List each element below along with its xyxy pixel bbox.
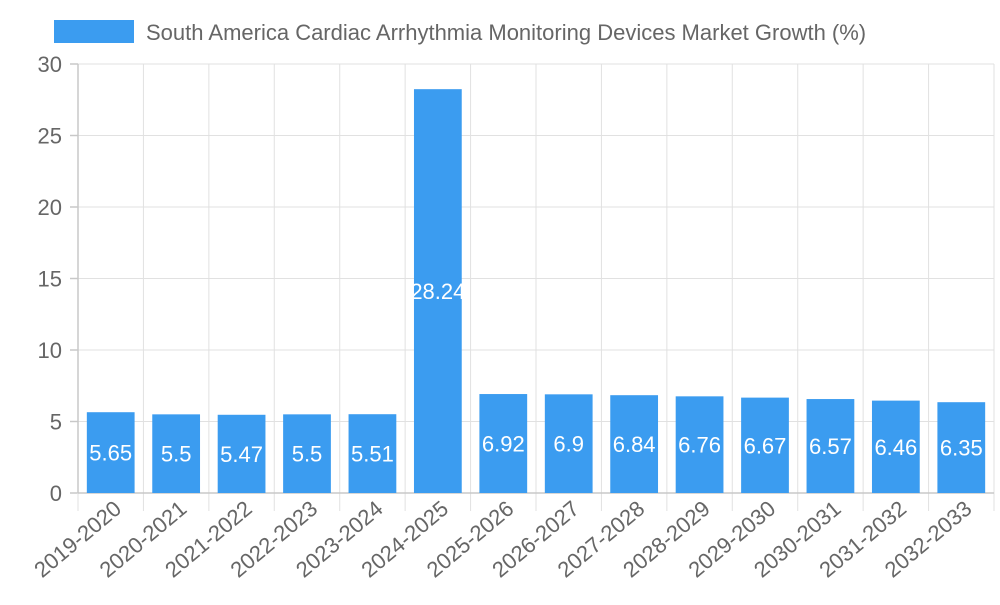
legend-label: South America Cardiac Arrhythmia Monitor… [146, 20, 866, 45]
bar-value-label: 6.84 [613, 432, 656, 457]
bar [413, 89, 462, 493]
bar [741, 397, 789, 493]
bar-value-label: 6.92 [482, 432, 525, 457]
data-labels: 5.65 5.5 5.47 5.5 5.51 28.24 6.92 6.9 6.84 6.76 6.… [89, 279, 982, 467]
bar [86, 412, 135, 493]
bar [348, 414, 397, 493]
bar [937, 402, 986, 493]
legend-swatch [54, 20, 134, 43]
bar-value-label: 6.9 [553, 432, 584, 457]
bar-value-label: 6.46 [874, 435, 917, 460]
bar [217, 414, 266, 493]
bars [86, 89, 986, 493]
y-tick-label: 15 [38, 267, 62, 292]
bar-value-label: 5.51 [351, 442, 394, 467]
legend: South America Cardiac Arrhythmia Monitor… [54, 20, 866, 45]
bar [675, 396, 724, 493]
bar-value-label: 5.47 [220, 442, 263, 467]
bar [479, 394, 528, 493]
bar-value-label: 6.67 [744, 433, 787, 458]
bar-value-label: 6.57 [809, 434, 852, 459]
grid [78, 63, 995, 493]
bar-value-label: 6.76 [678, 433, 721, 458]
bar-value-label: 5.5 [292, 442, 323, 467]
y-tick-label: 30 [38, 52, 62, 77]
y-tick-label: 0 [50, 481, 62, 506]
y-tick-label: 5 [50, 410, 62, 435]
bar [544, 394, 593, 493]
bar [283, 414, 331, 493]
bar-value-label: 6.35 [940, 436, 983, 461]
bar-value-label: 28.24 [410, 279, 465, 304]
y-tick-label: 25 [38, 124, 62, 149]
bar-value-label: 5.65 [89, 441, 132, 466]
bar [610, 395, 659, 493]
bar-value-label: 5.5 [161, 442, 192, 467]
y-tick-label: 20 [38, 195, 62, 220]
bar [806, 399, 855, 493]
bar [152, 414, 201, 493]
bar [871, 400, 920, 493]
y-axis-ticks: 0 5 10 15 20 25 30 [38, 52, 62, 506]
y-tick-label: 10 [38, 338, 62, 363]
x-axis-ticks: 2019-20202020-20212021-20222022-20232023… [29, 496, 976, 583]
